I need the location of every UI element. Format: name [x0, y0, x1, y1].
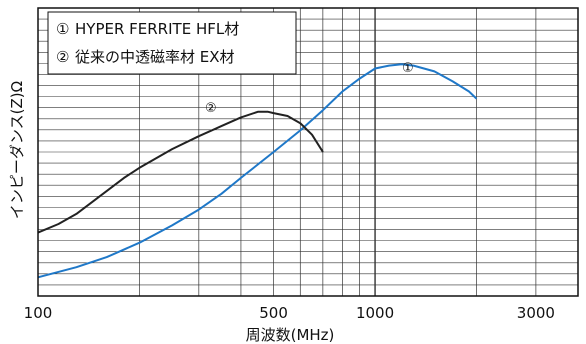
x-tick-label: 1000 — [356, 304, 394, 322]
series-1-line — [37, 63, 478, 279]
x-tick-label: 100 — [24, 304, 53, 322]
legend-item-1-text: HYPER FERRITE HFL材 — [75, 20, 239, 38]
x-tick-labels: 100 500 1000 3000 — [24, 304, 555, 322]
series-2-line — [37, 110, 324, 234]
legend: ① HYPER FERRITE HFL材 ② 従来の中透磁率材 EX材 — [47, 11, 297, 75]
legend-box — [47, 11, 297, 75]
y-axis-label: インピーダンス(Z)Ω — [8, 81, 26, 219]
legend-item-1-marker: ① — [56, 20, 69, 38]
x-tick-label: 500 — [259, 304, 288, 322]
legend-item-2-text: 従来の中透磁率材 EX材 — [75, 48, 235, 66]
plot-frame — [37, 7, 579, 297]
x-tick-label: 3000 — [517, 304, 555, 322]
legend-item-2-marker: ② — [56, 48, 69, 66]
series-1-callout: ① — [402, 61, 414, 76]
x-axis-label: 周波数(MHz) — [246, 326, 335, 344]
data-series — [37, 63, 478, 279]
series-2-callout: ② — [205, 101, 217, 116]
